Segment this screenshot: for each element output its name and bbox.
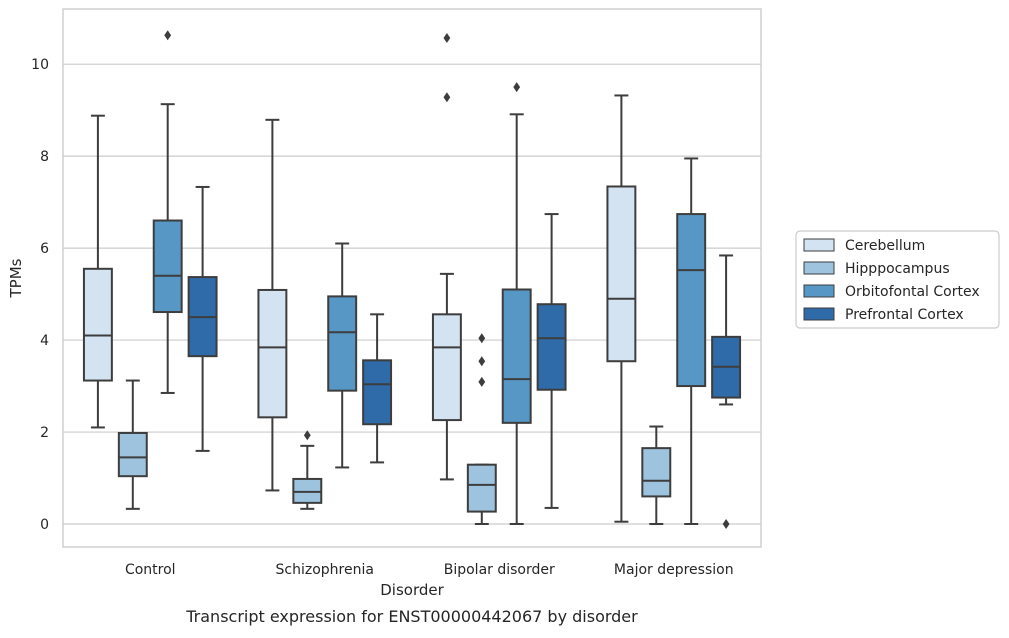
outlier-marker	[164, 30, 172, 41]
iqr-box	[257, 288, 288, 419]
y-tick-label-2: 4	[40, 333, 49, 349]
legend-item-1: Hipppocampus	[803, 261, 950, 277]
iqr-box	[536, 303, 567, 391]
legend-item-2: Orbitofontal Cortex	[803, 284, 980, 300]
box-0-3	[187, 185, 218, 452]
iqr-box	[362, 359, 393, 426]
x-tick-label-2: Bipolar disorder	[444, 562, 555, 578]
box-3-2	[676, 157, 707, 526]
iqr-box	[117, 431, 148, 478]
outlier-marker	[722, 519, 730, 530]
legend-item-3: Prefrontal Cortex	[803, 307, 964, 323]
box-2-3	[536, 213, 567, 509]
plot-frame	[62, 8, 762, 548]
box-1-3	[362, 313, 393, 464]
iqr-box	[676, 213, 707, 388]
x-axis-label: Disorder	[380, 581, 444, 599]
x-tick-label-0: Control	[125, 562, 176, 578]
legend-swatch	[803, 284, 835, 298]
legend-label: Cerebellum	[845, 238, 925, 254]
box-2-1	[466, 333, 497, 526]
chart-caption: Transcript expression for ENST0000044206…	[185, 607, 638, 626]
outlier-marker	[478, 333, 486, 344]
outlier-marker	[443, 92, 451, 103]
outlier-marker	[303, 430, 311, 441]
y-tick-label-3: 6	[40, 241, 49, 257]
box-0-2	[152, 30, 183, 394]
box-3-3	[711, 254, 742, 530]
legend: Cerebellum Hipppocampus Orbitofontal Corte…	[795, 230, 1000, 329]
iqr-box	[606, 185, 637, 363]
outlier-marker	[478, 356, 486, 367]
box-2-2	[501, 82, 532, 526]
iqr-box	[466, 463, 497, 513]
box-2-0	[431, 32, 462, 481]
y-tick-label-0: 0	[40, 517, 49, 533]
y-tick-label-5: 10	[31, 57, 49, 73]
legend-label: Orbitofontal Cortex	[845, 284, 980, 300]
box-1-2	[327, 242, 358, 469]
outlier-marker	[513, 82, 521, 93]
box-0-1	[117, 379, 148, 510]
legend-item-0: Cerebellum	[803, 238, 925, 254]
box-1-1	[292, 430, 323, 510]
x-tick-labels: Control Schizophrenia Bipolar disorder Majo…	[125, 562, 734, 578]
legend-swatch	[803, 307, 835, 321]
y-tick-labels: 0 2 4 6 8 10	[31, 57, 49, 533]
outlier-marker	[478, 376, 486, 387]
iqr-box	[152, 219, 183, 314]
legend-frame	[795, 230, 1000, 329]
legend-label: Prefrontal Cortex	[845, 307, 964, 323]
iqr-box	[327, 295, 358, 392]
y-tick-label-4: 8	[40, 149, 49, 165]
iqr-box	[641, 447, 672, 498]
iqr-box	[501, 288, 532, 424]
iqr-box	[82, 267, 113, 382]
box-0-0	[82, 114, 113, 429]
y-tick-label-1: 2	[40, 425, 49, 441]
box-3-1	[641, 425, 672, 526]
box-3-0	[606, 94, 637, 523]
box-1-0	[257, 118, 288, 492]
legend-label: Hipppocampus	[845, 261, 950, 277]
legend-swatch	[803, 261, 835, 275]
legend-swatch	[803, 238, 835, 252]
iqr-box	[431, 313, 462, 422]
outlier-marker	[443, 32, 451, 43]
y-axis-label: TPMs	[7, 258, 25, 298]
x-tick-label-3: Major depression	[614, 562, 734, 578]
box-groups	[82, 30, 742, 530]
x-tick-label-1: Schizophrenia	[276, 562, 374, 578]
